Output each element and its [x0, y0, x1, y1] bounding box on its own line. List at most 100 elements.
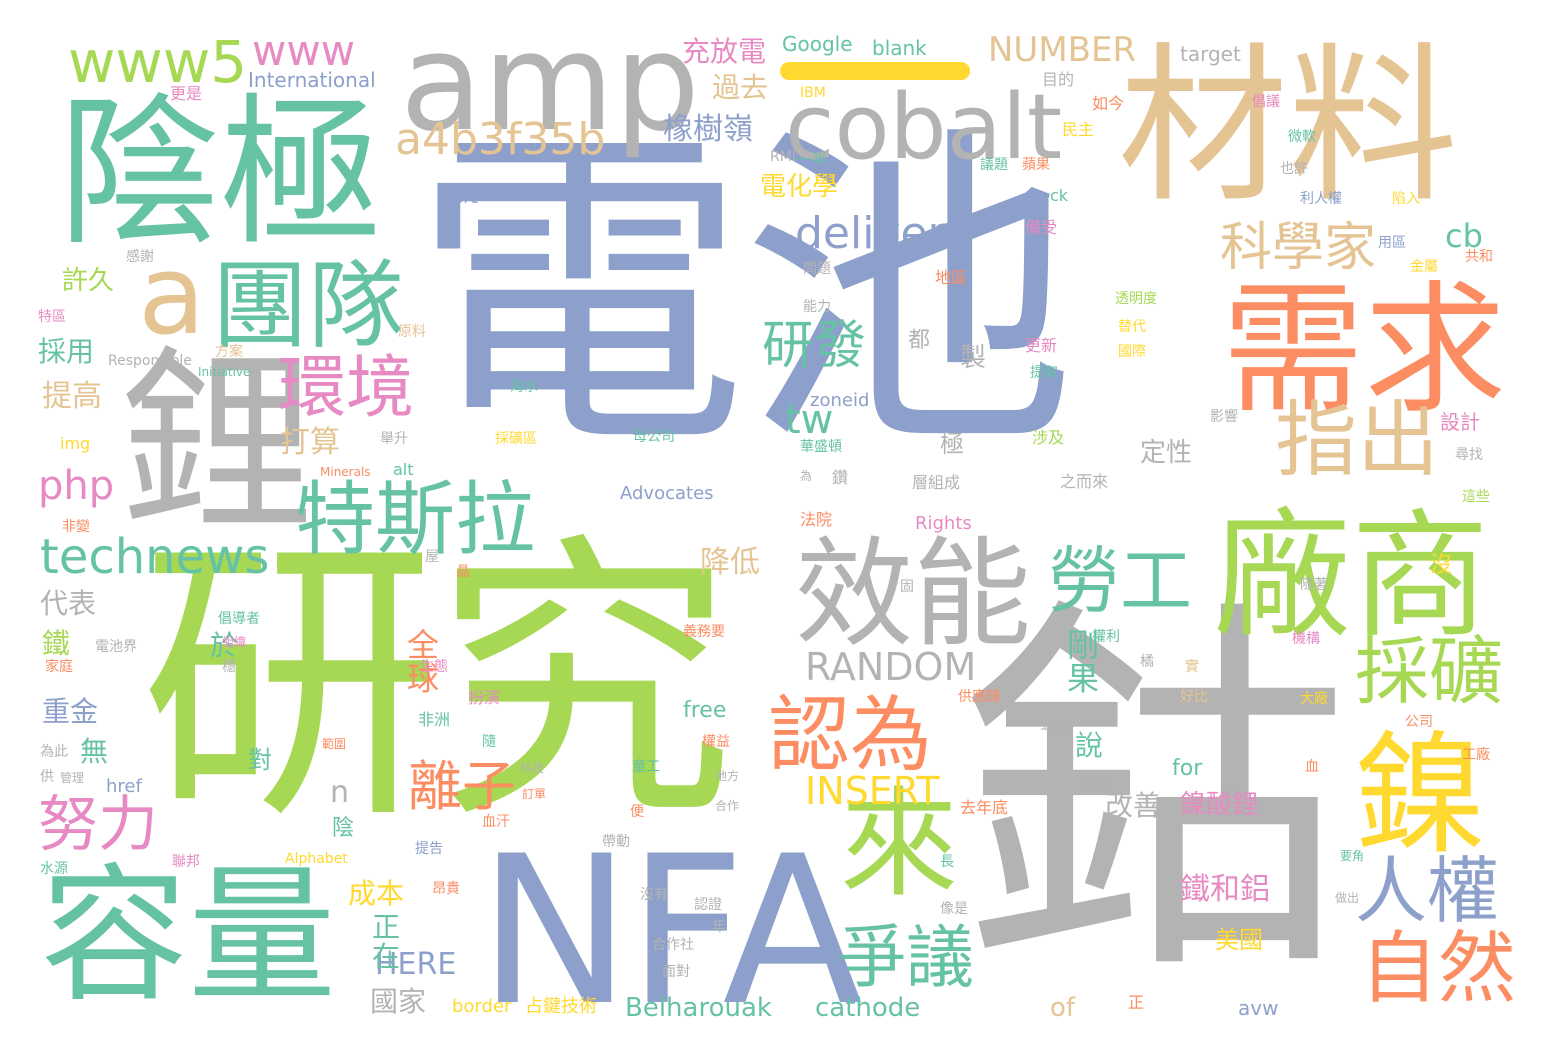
word-reduce: 降低 — [700, 545, 760, 580]
word-team: 團隊 — [212, 250, 404, 362]
word-lift: 舉升 — [380, 431, 408, 447]
word-ion: 離子 — [408, 755, 516, 818]
word-insert: INSERT — [805, 769, 940, 813]
word-environment: 環境 — [278, 349, 415, 428]
word-sue: 控告 — [1082, 779, 1110, 795]
word-of: of — [1050, 993, 1076, 1023]
word-ongoing: 正在 — [368, 912, 401, 971]
word-global: 全球 — [402, 628, 440, 695]
word-ability: 能力 — [803, 299, 831, 315]
word-microsoft: 微軟 — [1288, 129, 1316, 145]
word-performance: 效能 — [795, 525, 1032, 663]
word-congo: 剛果 — [1062, 628, 1100, 695]
word-lithium-nickelate: 鎳酸鋰 — [1180, 790, 1259, 820]
word-at: 於 — [210, 629, 239, 662]
word-represent: 代表 — [40, 587, 97, 620]
word-lithium: 鋰 — [120, 329, 315, 556]
word-not-have: 沒有 — [640, 887, 668, 903]
word-apple: 蘋果 — [1022, 157, 1050, 173]
word-rights-benefit: 權益 — [702, 734, 730, 750]
word-delivery: delivery — [795, 208, 972, 259]
word-random: RANDOM — [805, 645, 977, 689]
word-along-with: 隨著 — [1300, 577, 1328, 593]
word-for-reason: 為 — [800, 469, 813, 483]
word-washington: 華盛頓 — [800, 439, 842, 455]
word-obligation: 義務要 — [683, 624, 725, 640]
word-rmi: RMI — [770, 149, 796, 165]
word-tw: tw — [785, 397, 834, 443]
word-minerals: Minerals — [320, 465, 371, 479]
word-plan-scheme: 方案 — [215, 344, 243, 360]
word-design: 設計 — [1440, 410, 1480, 434]
word-solid: 固 — [900, 579, 914, 595]
word-material: 材料 — [1118, 28, 1459, 226]
word-improve2: 提高 — [42, 379, 102, 414]
word-last-year-end: 去年底 — [960, 798, 1009, 817]
word-federal: 聯邦 — [172, 854, 200, 870]
word-effort: 努力 — [38, 790, 158, 860]
word-problem: 問題 — [803, 261, 831, 277]
word-year: 年 — [712, 919, 726, 935]
word-battery-world: 電池界 — [95, 639, 137, 655]
word-against: 對 — [248, 746, 272, 774]
word-plan-h: 打算 — [280, 425, 340, 460]
word-intl: 國際 — [1118, 344, 1146, 360]
word-nfa: NFA — [478, 813, 863, 1051]
word-cooperative: 合作社 — [652, 937, 694, 953]
word-transparency: 透明度 — [1115, 291, 1157, 307]
word-advocate: 倡議 — [1252, 94, 1280, 110]
word-img: img — [60, 434, 91, 453]
word-these: 這些 — [1462, 489, 1490, 505]
word-blood: 血 — [1305, 759, 1319, 775]
word-certification: 認證 — [694, 897, 722, 913]
word-www: www — [252, 26, 356, 75]
word-such-as: 像是 — [940, 901, 968, 917]
word-seawater: 海水 — [510, 379, 538, 395]
word-nickel: 鎳 — [1355, 719, 1487, 873]
word-institution: 機構 — [1292, 631, 1320, 647]
word-all: 都 — [908, 328, 931, 353]
word-blood-sweat: 血汗 — [482, 814, 510, 830]
word-africa: 非洲 — [418, 710, 451, 729]
word-layers: 層組成 — [912, 473, 961, 492]
word-advocates: Advocates — [620, 483, 714, 504]
word-tesla: 特斯拉 — [295, 473, 535, 566]
word-child-labor: 童工 — [632, 759, 660, 775]
word-five-companies: 五家 — [1040, 717, 1068, 733]
word-scientist: 科學家 — [1220, 218, 1377, 278]
word-for: for — [1172, 756, 1203, 781]
word-then: 便 — [630, 804, 644, 820]
word-improve: 改善 — [1105, 789, 1162, 822]
word-family: 家庭 — [45, 659, 73, 675]
word-real: 實 — [1185, 659, 1199, 675]
word-target: target — [1180, 42, 1241, 66]
word-nowadays: 如今 — [1092, 94, 1125, 113]
word-ecology: 生態 — [420, 659, 448, 675]
word-rnd: 研發 — [762, 316, 867, 376]
word-usa: 美國 — [1215, 926, 1263, 954]
word-oak-ridge: 橡樹嶺 — [663, 112, 753, 147]
word-thanks: 感謝 — [126, 249, 154, 265]
word-order: 訂單 — [522, 787, 547, 801]
word-influence: 影響 — [1210, 409, 1238, 425]
word-without: 沒 — [1430, 553, 1453, 578]
word-no-change: 非變 — [62, 519, 90, 535]
word-mining: 採礦 — [1355, 629, 1503, 715]
word-place: 地方 — [715, 769, 740, 783]
word-use-area: 用區 — [1378, 235, 1406, 251]
word-pole: 極 — [940, 430, 964, 458]
word-fall-into: 陷入 — [1392, 191, 1420, 207]
word-stability: 定性 — [1140, 438, 1193, 468]
word-cathode-short: 陰 — [332, 816, 355, 841]
word-company: 公司 — [1405, 714, 1433, 730]
word-cathode: cathode — [815, 993, 921, 1023]
word-involve: 涉及 — [1032, 428, 1065, 447]
word-src: src — [455, 188, 479, 207]
word-make: 製 — [960, 343, 987, 373]
word-organization: 組織 — [222, 635, 247, 649]
word-rights: Rights — [915, 513, 972, 534]
word-positive: 正 — [1128, 993, 1145, 1012]
word-drive: 帶動 — [602, 834, 630, 850]
word-orange-tree: 橘 — [1140, 654, 1154, 670]
word-adopt: 採用 — [38, 335, 95, 368]
